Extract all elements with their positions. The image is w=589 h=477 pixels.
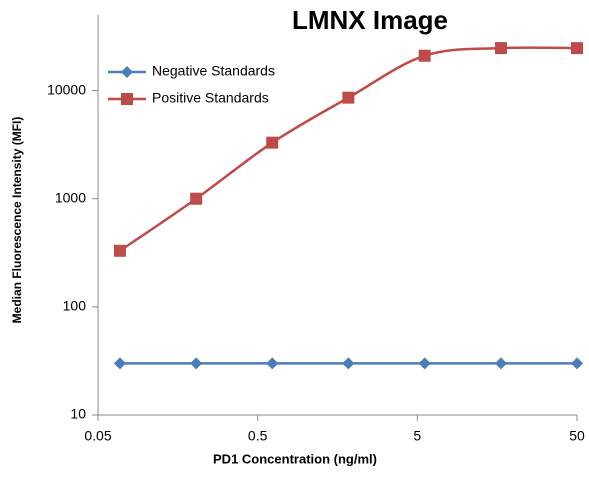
y-tick-label: 1000 — [55, 189, 86, 205]
marker — [342, 91, 355, 104]
marker — [190, 357, 203, 370]
marker — [418, 49, 431, 62]
marker — [266, 357, 279, 370]
legend-label: Positive Standards — [152, 90, 269, 106]
marker — [113, 244, 126, 257]
marker — [571, 42, 583, 55]
x-tick-label: 0.05 — [84, 428, 111, 444]
marker — [190, 192, 203, 205]
chart-title: LMNX Image — [292, 5, 448, 35]
x-tick-label: 0.5 — [248, 428, 268, 444]
x-axis-label: PD1 Concentration (ng/ml) — [213, 451, 377, 466]
marker — [342, 357, 355, 370]
y-axis-label: Median Fluorescence Intensity (MFI) — [10, 117, 24, 324]
y-tick-label: 100 — [63, 298, 87, 314]
legend-marker — [121, 66, 133, 78]
y-tick-label: 10000 — [47, 81, 86, 97]
marker — [113, 357, 126, 370]
marker — [266, 136, 279, 149]
x-tick-label: 5 — [413, 428, 421, 444]
y-tick-label: 10 — [70, 406, 86, 422]
marker — [571, 357, 583, 370]
marker — [418, 357, 431, 370]
x-tick-label: 50 — [569, 428, 585, 444]
legend-marker — [121, 93, 133, 105]
marker — [494, 357, 507, 370]
legend-label: Negative Standards — [152, 63, 275, 79]
marker — [494, 42, 507, 55]
